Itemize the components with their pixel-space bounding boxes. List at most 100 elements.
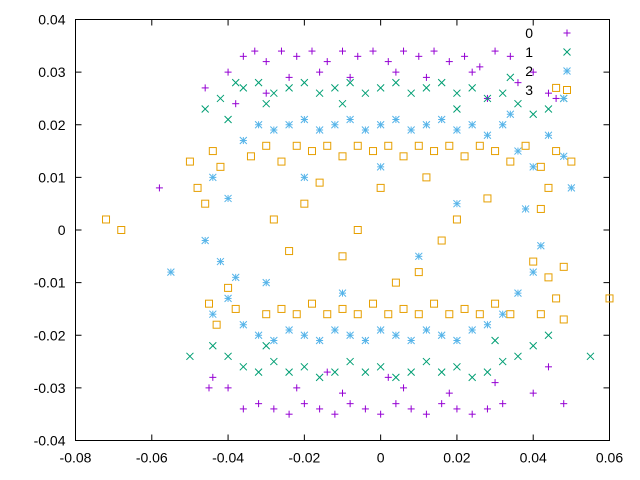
data-point (430, 299, 439, 308)
data-point (384, 373, 392, 381)
data-point (498, 120, 507, 129)
data-point (461, 52, 469, 60)
data-point (293, 384, 301, 392)
data-point (468, 373, 477, 382)
data-point (483, 131, 492, 140)
data-point (475, 141, 484, 150)
data-point (559, 262, 568, 271)
data-point (346, 73, 354, 81)
scatter-points (102, 47, 614, 418)
y-tick-label: -0.04 (34, 433, 66, 449)
data-point (254, 78, 263, 87)
data-point (239, 52, 247, 60)
data-point (392, 78, 400, 87)
data-point (544, 331, 553, 340)
data-point (269, 336, 278, 345)
data-point (269, 357, 278, 366)
legend-label: 2 (525, 63, 533, 79)
data-point (552, 294, 561, 303)
data-point (239, 362, 248, 371)
data-point (117, 226, 126, 234)
data-point (437, 331, 446, 340)
legend: 0 1 2 3 (525, 25, 571, 98)
data-point (277, 47, 285, 55)
data-point (300, 78, 309, 87)
data-point (384, 141, 393, 150)
data-point (346, 331, 354, 340)
data-point (586, 352, 595, 361)
legend-label: 3 (525, 82, 533, 98)
data-point (262, 58, 270, 66)
data-point (338, 152, 347, 161)
data-point (353, 141, 362, 150)
data-point (422, 173, 431, 182)
data-point (246, 152, 255, 161)
data-point (346, 400, 354, 408)
data-point (285, 73, 293, 81)
data-point (514, 289, 522, 298)
data-point (506, 52, 514, 60)
data-point (468, 68, 476, 76)
data-point (445, 141, 454, 150)
data-point (552, 83, 561, 92)
x-tick-label: -0.08 (60, 450, 92, 466)
data-point (376, 326, 385, 334)
data-point (369, 147, 378, 156)
data-point (262, 99, 271, 108)
data-point (407, 89, 416, 98)
y-tick-label: 0.03 (38, 64, 65, 80)
data-point (300, 173, 309, 182)
data-point (285, 120, 293, 129)
data-point (376, 362, 385, 371)
data-point (392, 373, 400, 382)
data-point (331, 84, 339, 92)
data-point (255, 400, 263, 408)
data-point (453, 336, 461, 345)
data-point (339, 47, 346, 55)
data-point (422, 326, 431, 334)
data-point (437, 78, 446, 87)
data-point (353, 226, 362, 234)
data-point (216, 257, 225, 266)
data-point (338, 289, 347, 298)
data-point (422, 410, 430, 418)
data-point (483, 94, 492, 103)
data-point (323, 141, 332, 150)
data-point (399, 304, 408, 313)
x-tick-label: 0.04 (520, 450, 547, 466)
x-tick-label: -0.06 (136, 450, 168, 466)
data-point (323, 310, 332, 319)
data-point (392, 400, 400, 408)
data-point (224, 68, 232, 76)
data-point (559, 152, 568, 161)
data-point (277, 157, 286, 166)
data-point (414, 310, 423, 319)
data-point (491, 299, 500, 308)
y-tick-label: 0 (58, 222, 66, 238)
data-point (605, 294, 614, 303)
data-point (514, 79, 522, 87)
data-point (208, 173, 217, 182)
data-point (307, 299, 316, 308)
data-point (491, 336, 499, 345)
data-point (292, 141, 301, 150)
x-tick-label: 0.02 (443, 450, 470, 466)
data-point (407, 405, 415, 413)
data-point (269, 89, 278, 98)
data-point (277, 304, 286, 313)
data-point (453, 105, 461, 113)
data-point (384, 310, 393, 319)
y-tick-label: -0.03 (34, 380, 66, 396)
data-point (544, 273, 553, 282)
data-point (445, 389, 453, 397)
data-point (559, 94, 568, 103)
data-point (392, 68, 400, 76)
data-point (529, 389, 537, 397)
data-point (514, 352, 522, 361)
data-point (216, 162, 225, 171)
data-point (262, 341, 271, 350)
x-tick-label: -0.04 (212, 450, 244, 466)
data-point (445, 58, 453, 66)
data-point (445, 310, 454, 319)
data-point (369, 299, 378, 308)
